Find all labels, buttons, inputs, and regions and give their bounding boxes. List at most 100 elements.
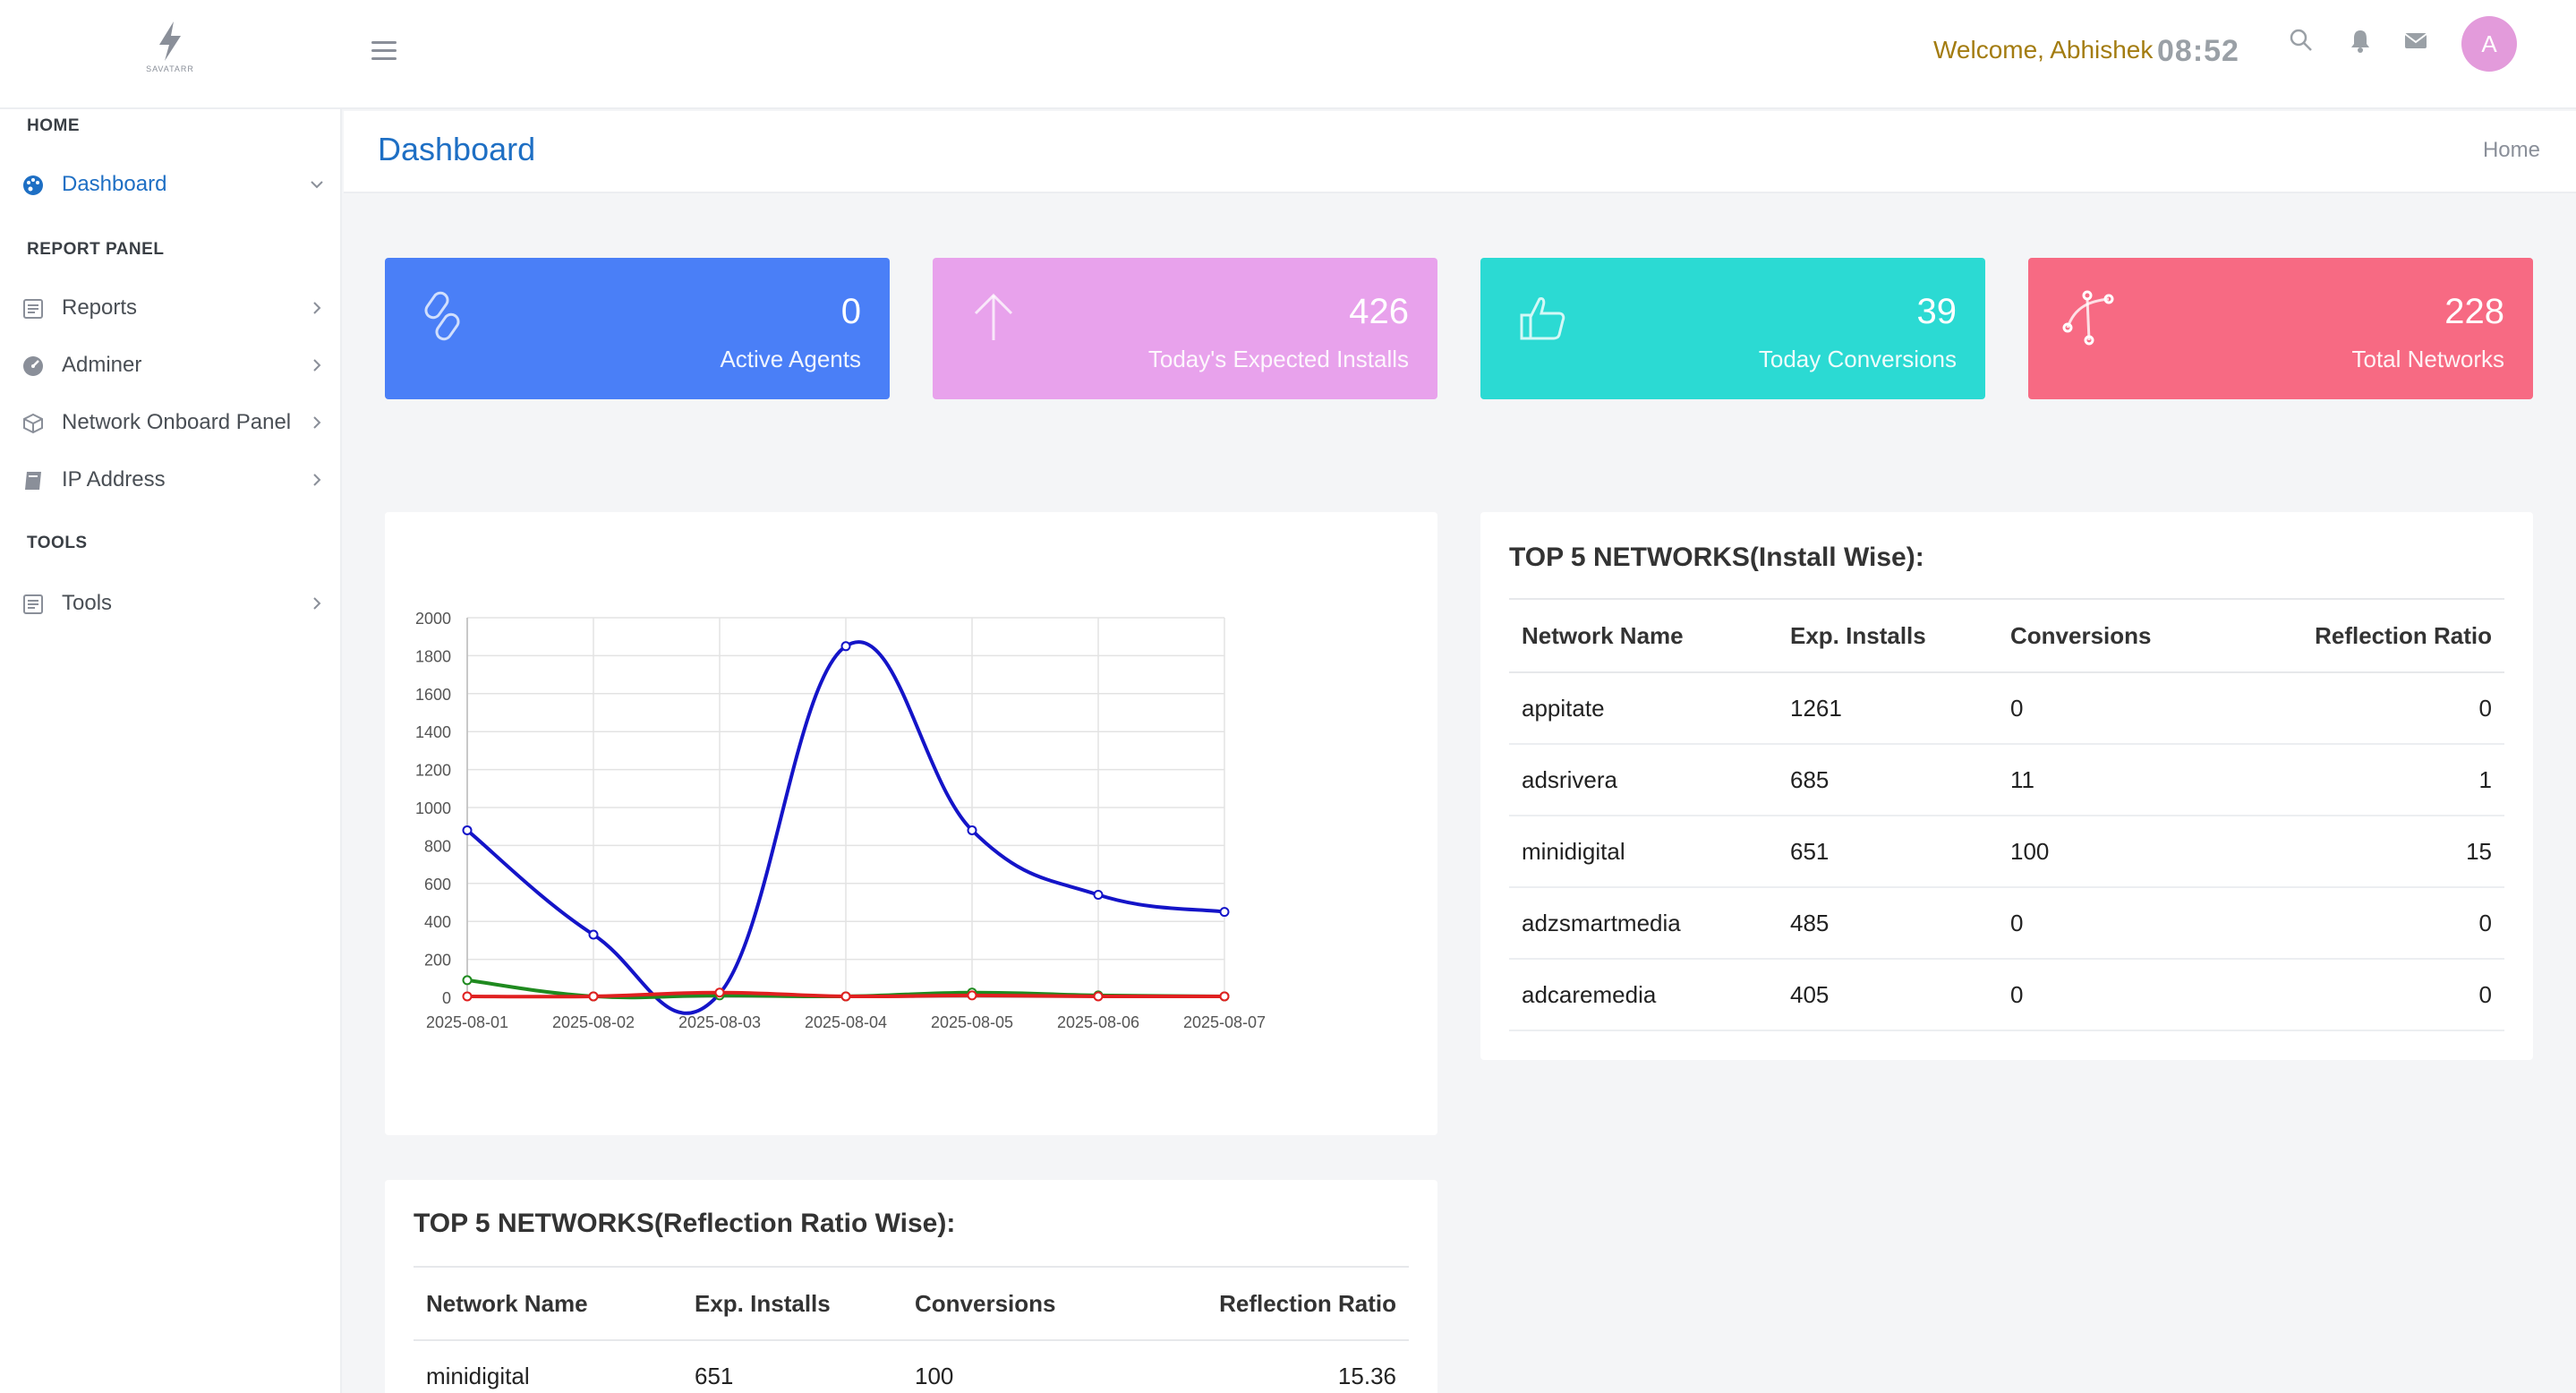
table-cell: 100 (1998, 816, 2266, 888)
clock: 08:52 (2157, 34, 2239, 68)
chevron-right-icon (313, 597, 321, 610)
data-point (1219, 907, 1230, 918)
card-today-conversions[interactable]: 39 Today Conversions (1480, 258, 1985, 399)
page-header-bar: Dashboard Home (344, 111, 2576, 193)
report-icon (23, 299, 43, 319)
table-row: appitate 1261 0 0 (1509, 672, 2504, 745)
column-header: Reflection Ratio (1171, 1266, 1409, 1341)
bell-icon[interactable] (2347, 27, 2383, 63)
card-total-networks[interactable]: 228 Total Networks (2028, 258, 2533, 399)
y-tick-label: 1800 (415, 647, 451, 665)
data-point (840, 641, 851, 652)
card-value: 0 (840, 292, 861, 331)
table-cell: 0 (1998, 887, 2266, 960)
install-table-title: TOP 5 NETWORKS(Install Wise): (1509, 543, 1924, 572)
sidebar-item-reports[interactable]: Reports (0, 281, 340, 335)
brand-logo[interactable]: SAVATARR (134, 20, 206, 82)
menu-toggle-icon[interactable] (371, 41, 397, 63)
card-value: 228 (2444, 292, 2504, 331)
table-cell: 0 (2266, 672, 2504, 745)
card-expected-installs[interactable]: 426 Today's Expected Installs (933, 258, 1437, 399)
column-header: Conversions (902, 1266, 1171, 1341)
card-value: 426 (1349, 292, 1409, 331)
book-icon (25, 472, 41, 490)
y-tick-label: 1200 (415, 762, 451, 780)
top-header: SAVATARR Welcome, Abhishek 08:52 A (0, 0, 2576, 109)
x-tick-label: 2025-08-04 (805, 1013, 887, 1031)
data-point (1093, 991, 1104, 1002)
table-row: adsrivera 685 11 1 (1509, 744, 2504, 816)
table-header-row: Network Name Exp. Installs Conversions R… (1509, 598, 2504, 673)
ratio-table-title: TOP 5 NETWORKS(Reflection Ratio Wise): (414, 1209, 956, 1238)
table-cell: 1 (2266, 744, 2504, 816)
tools-icon (23, 594, 43, 614)
card-label: Today's Expected Installs (1147, 346, 1409, 372)
sidebar-item-adminer[interactable]: Adminer (0, 338, 340, 392)
gauge-icon (23, 356, 43, 376)
chevron-right-icon (313, 416, 321, 429)
sidebar-item-ip-address[interactable]: IP Address (0, 453, 340, 507)
x-tick-label: 2025-08-02 (552, 1013, 635, 1031)
ratio-wise-table: Network Name Exp. Installs Conversions R… (414, 1266, 1409, 1393)
card-value: 39 (1916, 292, 1958, 331)
sidebar-item-label: Network Onboard Panel (62, 410, 292, 434)
sidebar-item-label: Reports (62, 295, 138, 320)
data-point (462, 825, 473, 835)
card-active-agents[interactable]: 0 Active Agents (385, 258, 890, 399)
table-cell: adsrivera (1509, 744, 1778, 816)
arrow-up-icon (974, 293, 1013, 340)
table-row: minidigital 651 100 15.36 (414, 1340, 1409, 1393)
chevron-right-icon (313, 302, 321, 314)
table-cell: 485 (1778, 887, 1998, 960)
sidebar-item-dashboard[interactable]: Dashboard (0, 158, 340, 211)
y-tick-label: 2000 (415, 610, 451, 628)
table-cell: 1261 (1778, 672, 1998, 745)
table-cell: adcaremedia (1509, 959, 1778, 1031)
sidebar-item-label: Adminer (62, 353, 142, 377)
chevron-down-icon (311, 181, 323, 189)
table-cell: 651 (682, 1340, 902, 1393)
link-icon (424, 291, 460, 341)
table-cell: 405 (1778, 959, 1998, 1031)
card-label: Today Conversions (1758, 346, 1957, 372)
table-cell: 15.36 (1171, 1340, 1409, 1393)
table-cell: 651 (1778, 816, 1998, 888)
table-cell: 0 (2266, 887, 2504, 960)
card-label: Total Networks (2351, 346, 2505, 372)
logo-text: SAVATARR (146, 64, 194, 73)
bezier-curve-icon (2062, 290, 2114, 346)
y-tick-label: 0 (442, 989, 451, 1007)
table-row: adcaremedia 405 0 0 (1509, 959, 2504, 1031)
cube-icon (23, 413, 43, 434)
thumbs-up-icon (1520, 297, 1565, 340)
palette-icon (23, 175, 43, 195)
sidebar-section-report-panel: REPORT PANEL (27, 240, 165, 259)
x-tick-label: 2025-08-01 (426, 1013, 508, 1031)
x-tick-label: 2025-08-06 (1057, 1013, 1139, 1031)
sidebar-item-tools[interactable]: Tools (0, 577, 340, 630)
x-tick-label: 2025-08-05 (931, 1013, 1013, 1031)
sidebar: HOME Dashboard REPORT PANEL Reports Admi… (0, 109, 342, 1393)
sidebar-item-label: IP Address (62, 467, 166, 491)
sidebar-item-label: Tools (62, 591, 113, 615)
data-point (967, 825, 977, 835)
table-cell: minidigital (414, 1340, 682, 1393)
sidebar-item-network-onboard-panel[interactable]: Network Onboard Panel (0, 396, 340, 449)
table-cell: 0 (1998, 959, 2266, 1031)
mail-icon[interactable] (2402, 27, 2438, 63)
page-title: Dashboard (378, 131, 536, 167)
user-avatar[interactable]: A (2461, 16, 2517, 72)
lightning-logo-icon (159, 21, 181, 61)
search-icon[interactable] (2288, 27, 2324, 63)
breadcrumb[interactable]: Home (2482, 138, 2540, 162)
data-point (1093, 890, 1104, 901)
x-tick-label: 2025-08-07 (1183, 1013, 1266, 1031)
column-header: Network Name (414, 1266, 682, 1341)
table-row: minidigital 651 100 15 (1509, 816, 2504, 888)
data-point (840, 991, 851, 1002)
y-tick-label: 1600 (415, 686, 451, 704)
table-cell: adzsmartmedia (1509, 887, 1778, 960)
y-tick-label: 600 (424, 876, 451, 893)
welcome-text: Welcome, Abhishek (1933, 36, 2154, 64)
y-tick-label: 800 (424, 837, 451, 855)
